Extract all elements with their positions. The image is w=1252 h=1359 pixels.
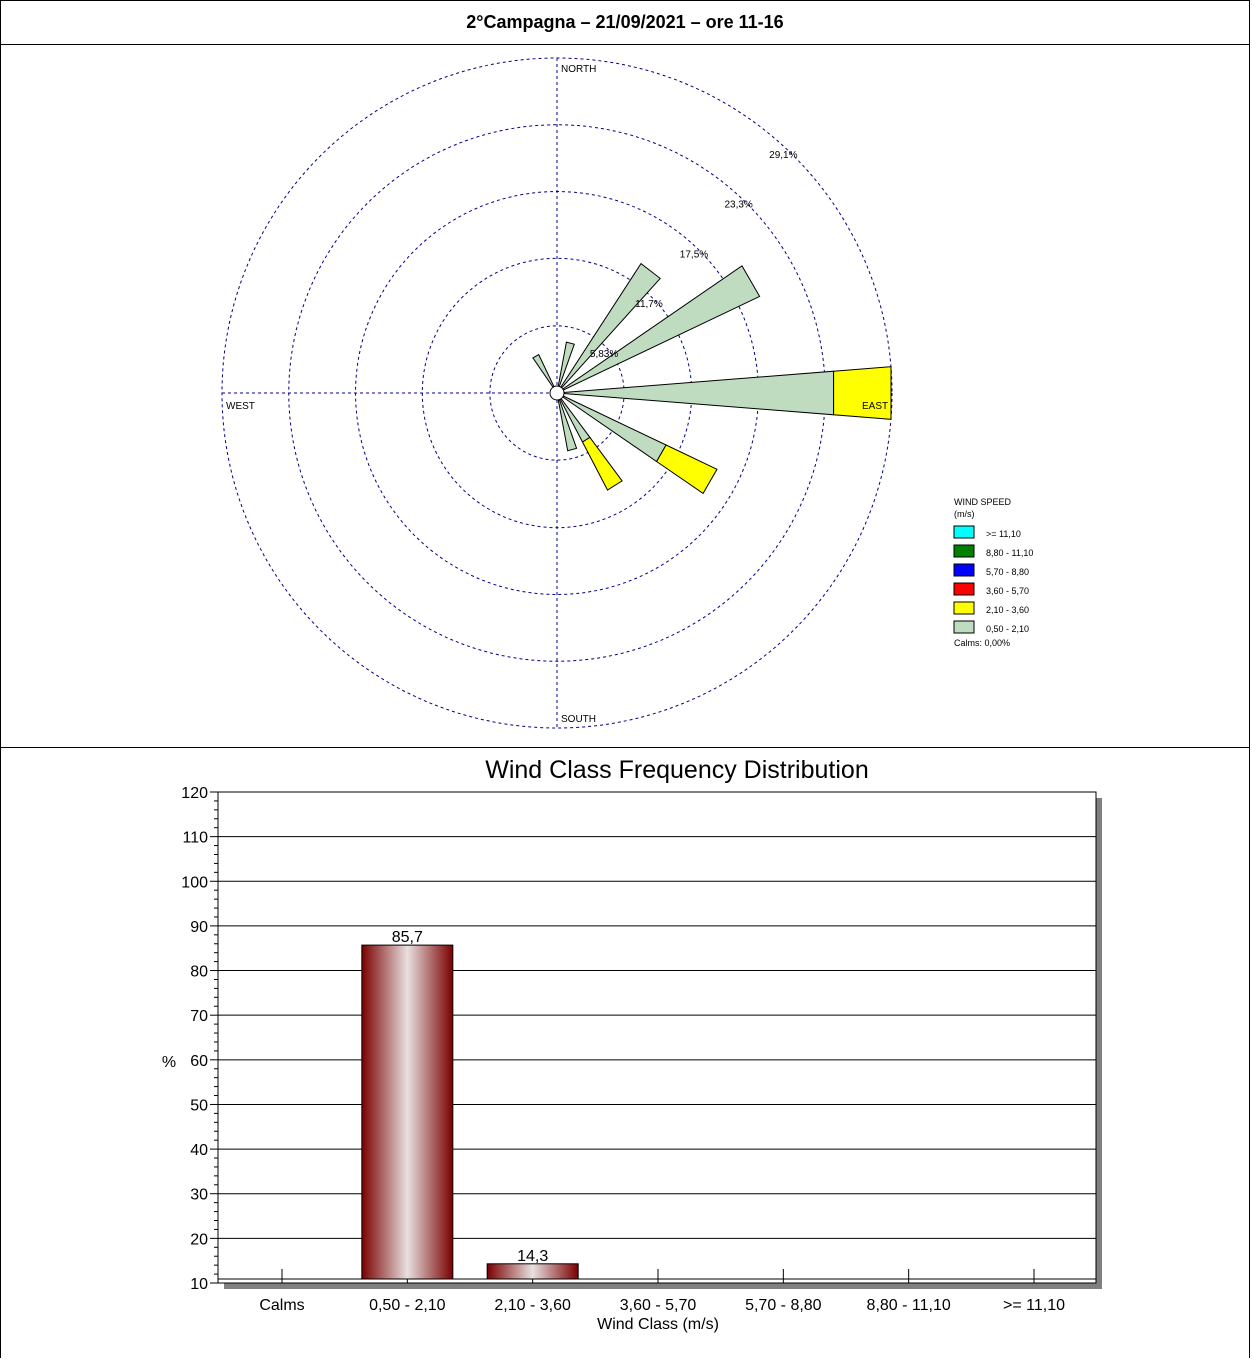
y-tick-label-2: 30 [190, 1187, 208, 1204]
rose-petal-5-seg-0 [556, 392, 667, 463]
rose-petal-4-seg-1 [833, 366, 892, 420]
rose-petals [532, 262, 892, 495]
legend-label-5: 0,50 - 2,10 [986, 624, 1029, 634]
x-tick-label-0: Calms [259, 1297, 304, 1314]
y-tick-label-1: 20 [190, 1231, 208, 1248]
legend-swatch-5 [953, 620, 975, 634]
y-tick-label-9: 100 [181, 874, 208, 891]
rose-petal-7-seg-0 [556, 392, 578, 452]
rose-petal-5-seg-1 [655, 444, 718, 495]
x-axis-label: Wind Class (m/s) [597, 1316, 719, 1333]
bar-1 [361, 944, 454, 1280]
y-tick-label-10: 110 [182, 830, 208, 847]
x-tick-label-6: >= 11,10 [1003, 1297, 1065, 1314]
x-tick-label-2: 2,10 - 3,60 [494, 1297, 571, 1314]
wind-rose-panel: 5,83% 11,7% 17,5% 23,3% 29,1% NORTH SOUTH WEST E… [0, 44, 1250, 748]
y-tick-label-6: 70 [190, 1008, 208, 1025]
y-tick-label-3: 40 [190, 1142, 208, 1159]
rose-petal-3-seg-0 [556, 265, 761, 394]
legend-label-3: 3,60 - 5,70 [986, 586, 1029, 596]
legend-swatch-1 [953, 544, 975, 558]
rose-petal-2-seg-0 [556, 262, 661, 394]
rose-ring-label-2: 17,5% [680, 249, 708, 260]
rose-ring-label-0: 5,83% [590, 349, 618, 360]
rose-center [549, 385, 565, 401]
legend-label-1: 8,80 - 11,10 [986, 548, 1033, 558]
bar-2 [486, 1263, 579, 1280]
rose-labels: 5,83% 11,7% 17,5% 23,3% 29,1% NORTH SOUTH WEST E… [226, 64, 888, 725]
y-axis-label: % [162, 1054, 176, 1071]
y-tick-label-7: 80 [190, 964, 208, 981]
legend-label-2: 5,70 - 8,80 [986, 567, 1029, 577]
compass-west: WEST [226, 401, 255, 412]
x-tick-label-1: 0,50 - 2,10 [369, 1297, 446, 1314]
rose-ring-label-4: 29,1% [769, 150, 797, 161]
legend-swatch-3 [953, 582, 975, 596]
legend-swatch-0 [953, 525, 975, 539]
y-tick-label-0: 10 [190, 1276, 208, 1293]
plot-area [217, 791, 1097, 1284]
rose-ring-label-3: 23,3% [724, 200, 752, 211]
bar-chart: Wind Class Frequency Distribution 10 20 30 4… [162, 756, 1102, 1333]
x-tick-label-5: 8,80 - 11,10 [867, 1297, 951, 1314]
y-tick-label-8: 90 [190, 919, 208, 936]
y-tick-label-11: 120 [181, 785, 208, 802]
rose-petal-1-seg-0 [556, 341, 575, 394]
legend-swatch-2 [953, 563, 975, 577]
bar-content: Wind Class Frequency Distribution 10 20 30 4… [162, 756, 1102, 1333]
y-tick-label-4: 50 [190, 1097, 208, 1114]
page-title: 2°Campagna – 21/09/2021 – ore 11-16 [0, 0, 1250, 45]
x-tick-label-4: 5,70 - 8,80 [745, 1297, 822, 1314]
rose-petal-6-seg-1 [581, 436, 623, 491]
y-tick-label-5: 60 [190, 1053, 208, 1070]
rose-petal-0-seg-0 [532, 353, 558, 394]
legend-swatch-4 [953, 601, 975, 615]
bar-chart-title: Wind Class Frequency Distribution [485, 756, 868, 784]
x-tick-label-3: 3,60 - 5,70 [620, 1297, 697, 1314]
legend-units: (m/s) [954, 509, 975, 519]
legend-label-4: 2,10 - 3,60 [986, 605, 1029, 615]
wind-rose-chart: 5,83% 11,7% 17,5% 23,3% 29,1% NORTH SOUTH WEST E… [221, 57, 1033, 729]
bar-data-label-2: 14,3 [517, 1248, 548, 1265]
legend-calms: Calms: 0,00% [954, 638, 1010, 648]
compass-east: EAST [862, 401, 888, 412]
bar-data-label-1: 85,7 [392, 929, 423, 946]
legend-label-0: >= 11,10 [986, 529, 1021, 539]
rose-petal-4-seg-0 [556, 370, 835, 416]
rose-legend: WIND SPEED (m/s) >= 11,10 8,80 - 11,10 5,70 … [953, 497, 1033, 648]
compass-north: NORTH [561, 64, 596, 75]
compass-south: SOUTH [561, 714, 596, 725]
legend-title: WIND SPEED [954, 497, 1012, 507]
rose-ring-label-1: 11,7% [635, 299, 663, 310]
bar-chart-panel: Wind Class Frequency Distribution 10 20 30 4… [0, 747, 1250, 1358]
